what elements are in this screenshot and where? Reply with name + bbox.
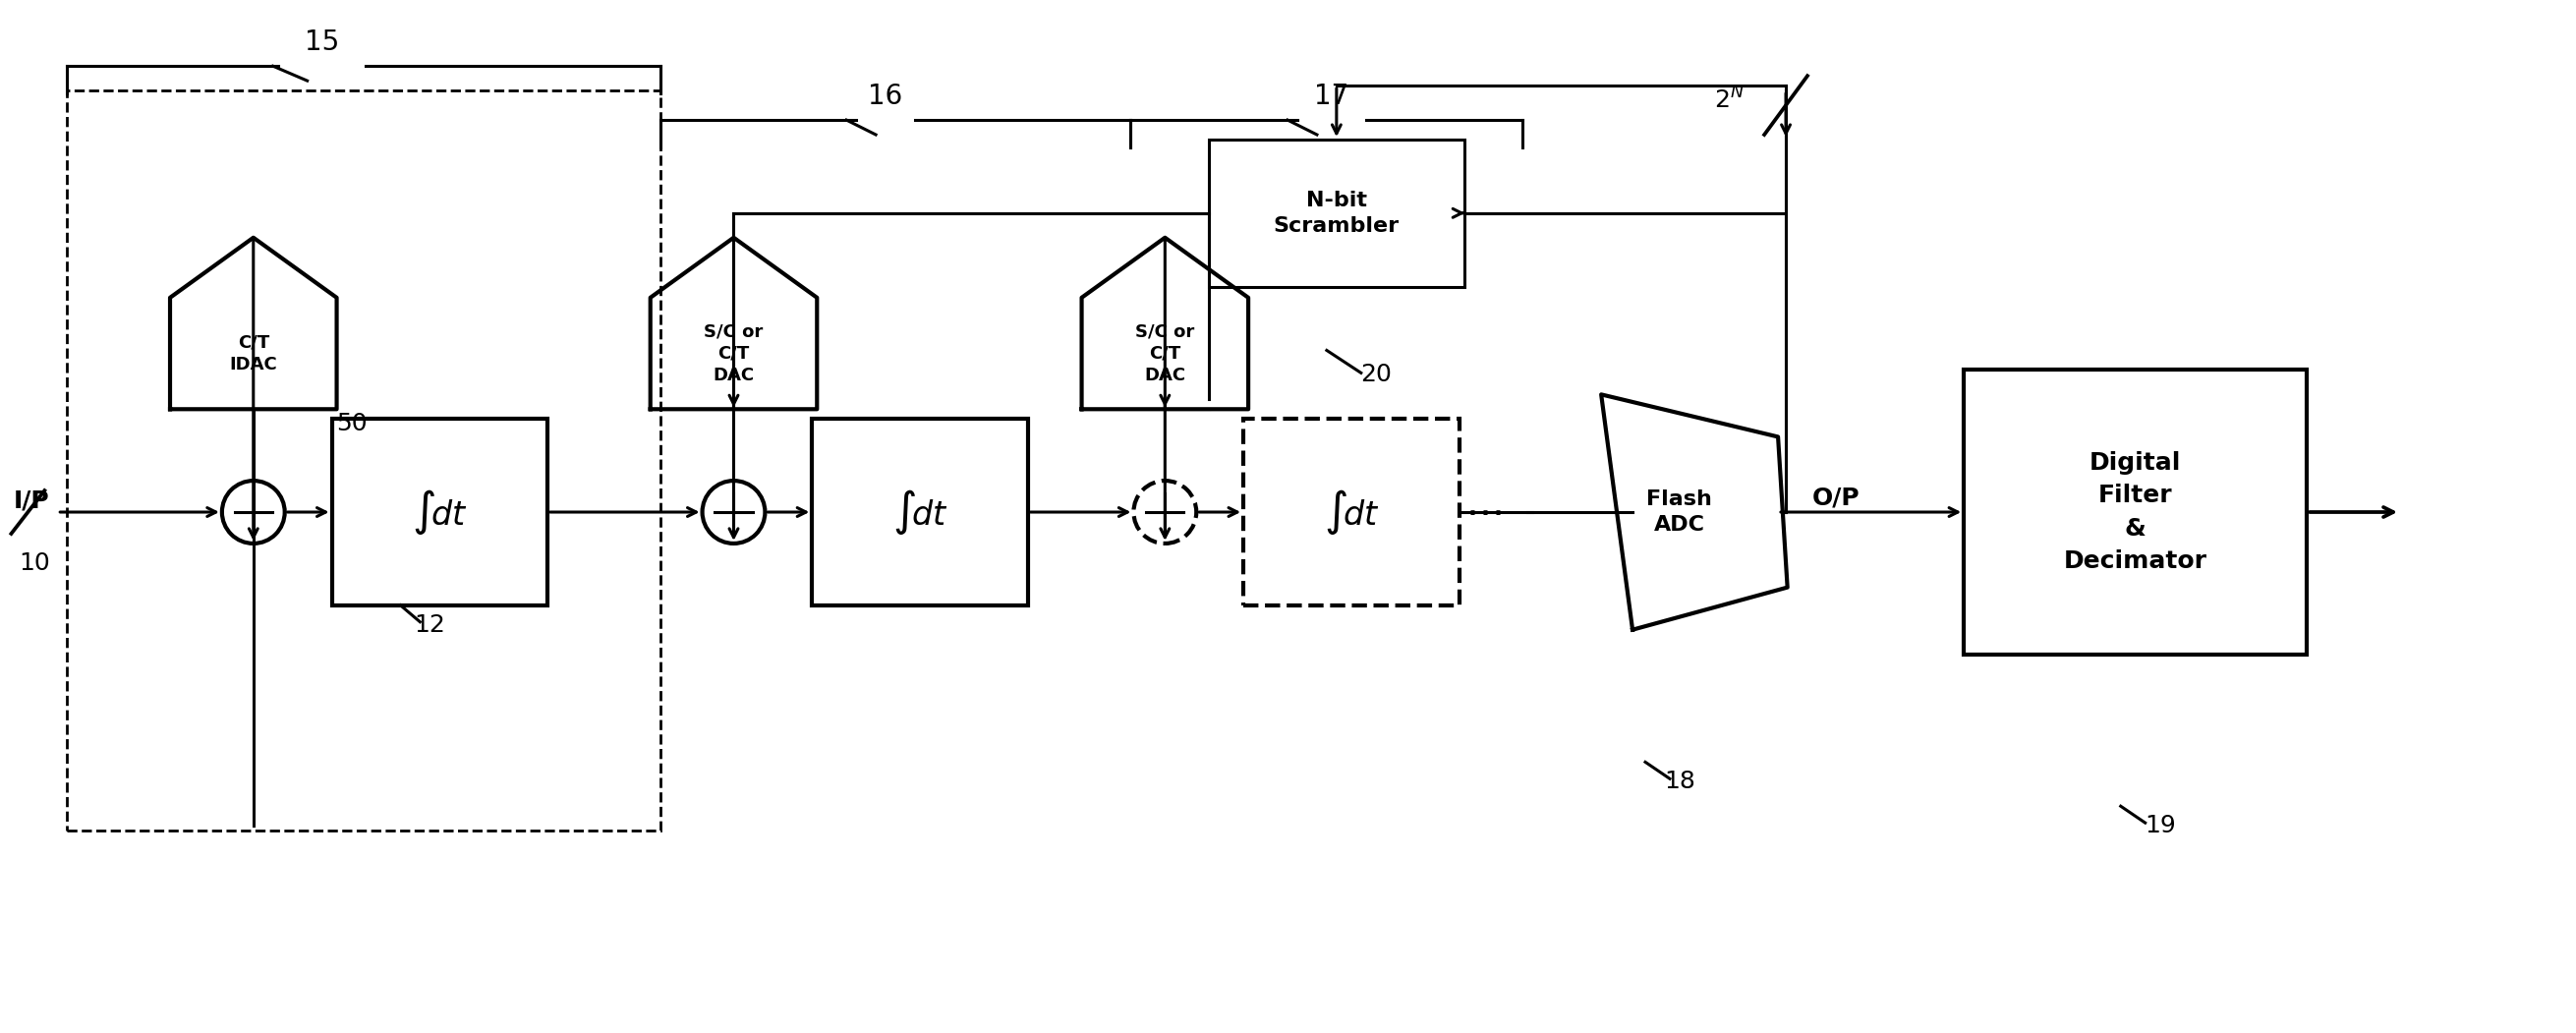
Text: C/T
IDAC: C/T IDAC (229, 334, 278, 373)
Text: $\int\!dt$: $\int\!dt$ (891, 488, 948, 537)
Text: $2^N$: $2^N$ (1716, 87, 1744, 114)
Text: S/C or
C/T
DAC: S/C or C/T DAC (703, 322, 762, 384)
Text: Digital
Filter
&
Decimator: Digital Filter & Decimator (2063, 451, 2208, 573)
Text: I/P: I/P (13, 489, 49, 512)
Text: 12: 12 (415, 613, 446, 636)
Text: 15: 15 (304, 29, 340, 56)
Text: Flash
ADC: Flash ADC (1646, 490, 1713, 535)
Bar (811, 419, 1028, 605)
Text: 17: 17 (1314, 83, 1350, 111)
Text: $\int\!dt$: $\int\!dt$ (1324, 488, 1378, 537)
Text: 10: 10 (18, 552, 52, 574)
Bar (1244, 419, 1458, 605)
Text: 20: 20 (1360, 363, 1391, 386)
Text: S/C or
C/T
DAC: S/C or C/T DAC (1136, 322, 1195, 384)
Text: $\int\!dt$: $\int\!dt$ (412, 488, 466, 537)
Text: 18: 18 (1664, 770, 1695, 793)
Text: N-bit
Scrambler: N-bit Scrambler (1273, 190, 1399, 236)
Text: $\cdots$: $\cdots$ (1466, 494, 1502, 531)
Text: 50: 50 (335, 412, 366, 436)
Bar (1208, 139, 1463, 286)
Text: O/P: O/P (1811, 486, 1860, 509)
Text: 16: 16 (868, 83, 904, 111)
Bar (1963, 370, 2308, 654)
Text: 19: 19 (2143, 814, 2177, 838)
Bar (67, 91, 659, 831)
Bar (332, 419, 549, 605)
